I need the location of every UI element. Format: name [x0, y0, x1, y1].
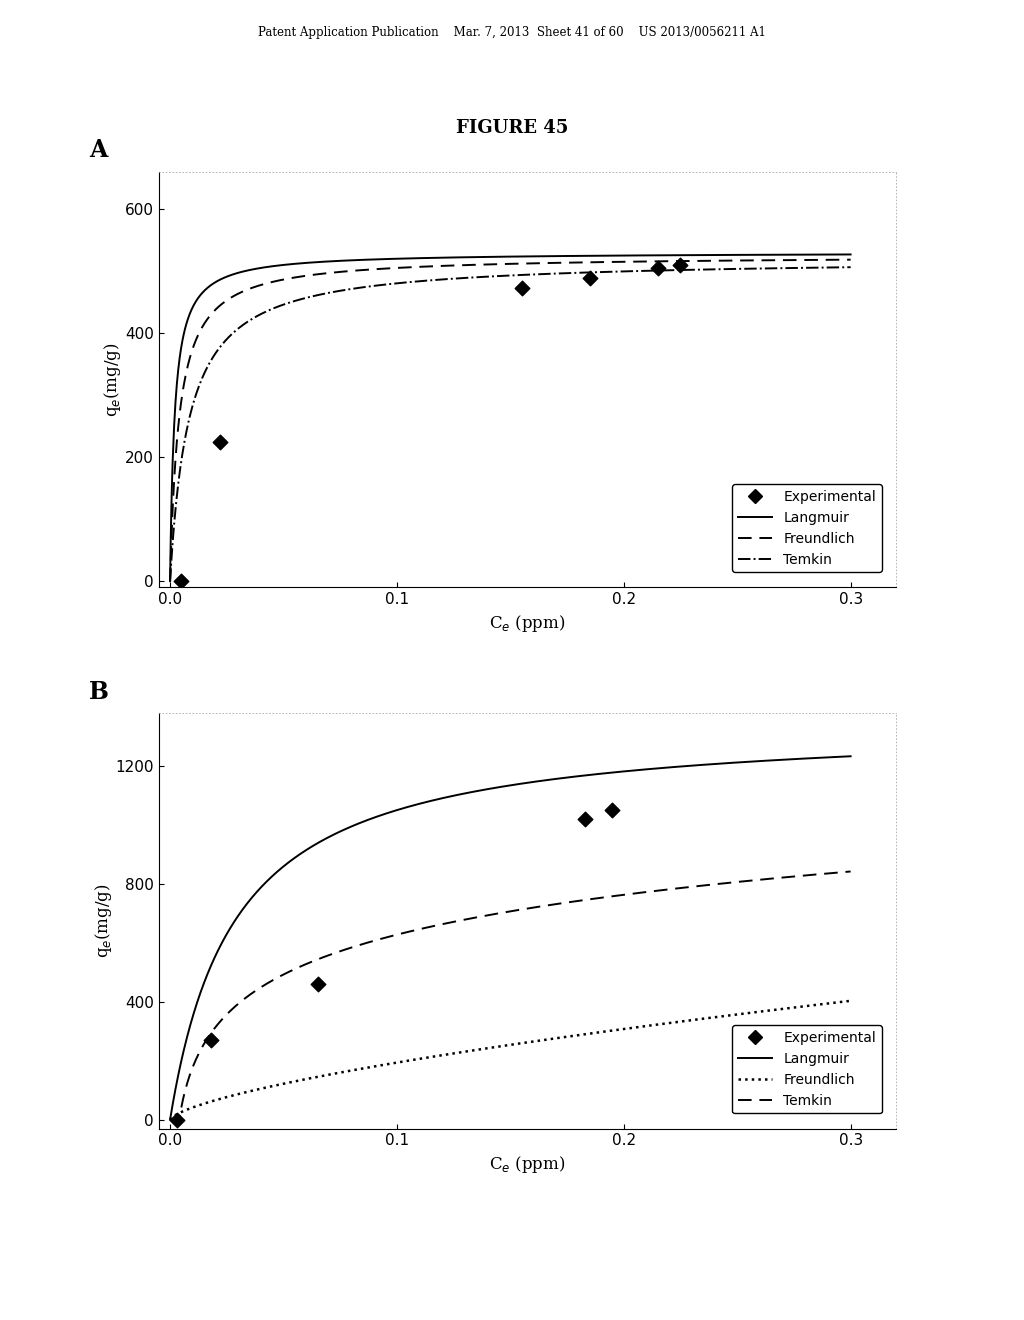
Point — [169, 1109, 185, 1130]
Legend: Experimental, Langmuir, Freundlich, Temkin: Experimental, Langmuir, Freundlich, Temk… — [732, 484, 882, 572]
Point — [649, 257, 666, 279]
Point — [582, 268, 598, 289]
Point — [604, 800, 621, 821]
Text: A: A — [89, 139, 108, 162]
Legend: Experimental, Langmuir, Freundlich, Temkin: Experimental, Langmuir, Freundlich, Temk… — [732, 1026, 882, 1113]
Point — [673, 255, 689, 276]
X-axis label: C$_e$ (ppm): C$_e$ (ppm) — [489, 1154, 565, 1175]
Text: FIGURE 45: FIGURE 45 — [456, 119, 568, 137]
X-axis label: C$_e$ (ppm): C$_e$ (ppm) — [489, 612, 565, 634]
Point — [513, 277, 529, 298]
Y-axis label: q$_e$(mg/g): q$_e$(mg/g) — [102, 342, 124, 417]
Text: Patent Application Publication    Mar. 7, 2013  Sheet 41 of 60    US 2013/005621: Patent Application Publication Mar. 7, 2… — [258, 26, 766, 40]
Point — [577, 808, 593, 829]
Y-axis label: q$_e$(mg/g): q$_e$(mg/g) — [93, 883, 114, 958]
Point — [203, 1030, 219, 1051]
Text: B: B — [89, 680, 109, 704]
Point — [309, 974, 326, 995]
Point — [212, 432, 228, 453]
Point — [173, 570, 189, 591]
